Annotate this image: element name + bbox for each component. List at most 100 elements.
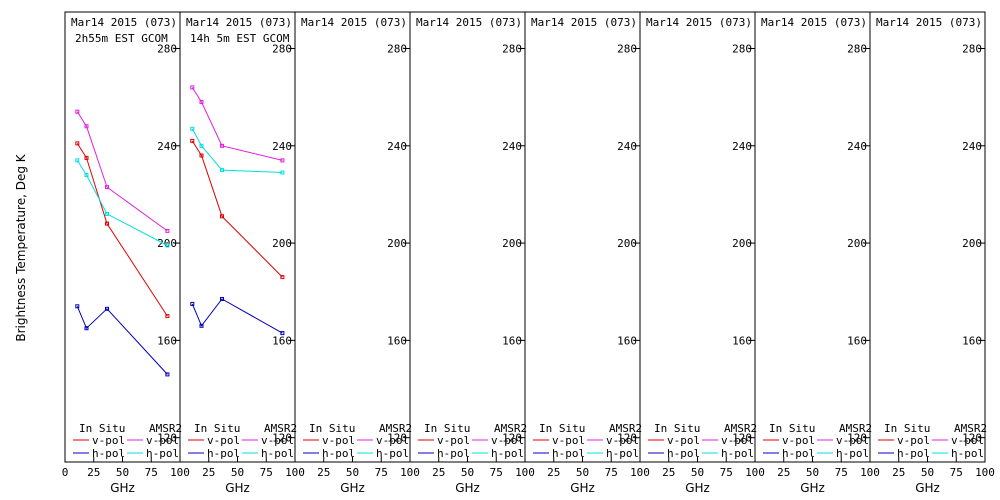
data-point <box>105 211 109 216</box>
series-line <box>76 160 168 246</box>
x-tick-label: 75 <box>375 466 388 479</box>
legend-amsr2-vpol: v-pol <box>146 434 179 447</box>
data-point <box>165 372 170 377</box>
panel-title: Mar14 2015 (073) <box>416 16 522 29</box>
series-line <box>191 298 283 334</box>
y-tick-label: 280 <box>157 42 177 55</box>
panel-7: Mar14 2015 (073) 120 160 200 240 280 25 50 75 100… <box>754 11 880 495</box>
y-tick-label: 280 <box>502 42 522 55</box>
y-axis-label: Brightness Temperature, Deg K <box>14 153 28 341</box>
y-tick-label: 240 <box>502 140 522 153</box>
x-tick-label: 25 <box>317 466 330 479</box>
series-line <box>76 306 168 375</box>
y-tick-label: 160 <box>617 334 637 347</box>
panel-2: Mar14 2015 (073) 14h 5m EST GCOM 120 160 200… <box>179 11 305 495</box>
data-point <box>84 155 89 160</box>
legend-insitu-vpol: v-pol <box>897 434 930 447</box>
data-point <box>220 168 224 173</box>
data-point <box>220 214 224 219</box>
x-tick-label: 50 <box>116 466 129 479</box>
legend-amsr2-hpol: h-pol <box>491 447 524 460</box>
legend-amsr2-vpol: v-pol <box>721 434 754 447</box>
data-point <box>105 185 109 190</box>
data-point <box>75 158 80 163</box>
x-tick-label: 0 <box>62 466 69 479</box>
y-tick-label: 200 <box>272 237 292 250</box>
y-tick-label: 120 <box>272 432 292 445</box>
legend-insitu-vpol: v-pol <box>322 434 355 447</box>
legend-amsr2-hpol: h-pol <box>376 447 409 460</box>
panel-5: Mar14 2015 (073) 120 160 200 240 280 25 50 75 100… <box>524 11 650 495</box>
panel-title: Mar14 2015 (073) <box>646 16 752 29</box>
y-tick-label: 120 <box>502 432 522 445</box>
y-tick-label: 120 <box>617 432 637 445</box>
x-tick-label: 50 <box>461 466 474 479</box>
x-tick-label: 75 <box>260 466 273 479</box>
data-point <box>105 306 109 311</box>
x-tick-label: 50 <box>691 466 704 479</box>
y-tick-label: 240 <box>157 140 177 153</box>
data-point <box>75 141 80 146</box>
x-tick-label: 25 <box>547 466 560 479</box>
legend-insitu-label: In Situ <box>424 422 470 435</box>
panel-4: Mar14 2015 (073) 120 160 200 240 280 25 50 75 100… <box>409 11 535 495</box>
legend-amsr2-vpol: v-pol <box>606 434 639 447</box>
legend-insitu-label: In Situ <box>769 422 815 435</box>
legend-insitu-vpol: v-pol <box>92 434 125 447</box>
y-tick-label: 200 <box>387 237 407 250</box>
legend-amsr2-hpol: h-pol <box>836 447 869 460</box>
y-tick-label: 280 <box>272 42 292 55</box>
x-axis-label: GHz <box>570 481 595 495</box>
legend-amsr2-vpol: v-pol <box>376 434 409 447</box>
panel-8: Mar14 2015 (073) 120 160 200 240 280 25 50 75 100… <box>869 11 995 495</box>
legend-amsr2-hpol: h-pol <box>721 447 754 460</box>
data-point <box>280 158 285 163</box>
legend-amsr2-label: AMSR2 <box>149 422 182 435</box>
y-tick-label: 240 <box>847 140 867 153</box>
x-tick-label: 75 <box>605 466 618 479</box>
y-tick-label: 200 <box>732 237 752 250</box>
legend-insitu-label: In Situ <box>539 422 585 435</box>
y-tick-label: 280 <box>387 42 407 55</box>
panel-title: Mar14 2015 (073) <box>761 16 867 29</box>
data-point <box>165 228 170 233</box>
legend-amsr2-vpol: v-pol <box>836 434 869 447</box>
data-point <box>280 331 285 336</box>
legend-amsr2-hpol: h-pol <box>606 447 639 460</box>
y-tick-label: 280 <box>732 42 752 55</box>
legend-amsr2-hpol: h-pol <box>261 447 294 460</box>
data-point <box>75 304 80 309</box>
data-point <box>199 153 204 158</box>
legend-amsr2-label: AMSR2 <box>954 422 987 435</box>
x-tick-label: 100 <box>285 466 305 479</box>
x-axis-label: GHz <box>685 481 710 495</box>
legend-insitu-hpol: h-pol <box>667 447 700 460</box>
series-line <box>191 87 283 161</box>
y-tick-label: 160 <box>962 334 982 347</box>
x-tick-label: 25 <box>432 466 445 479</box>
data-point <box>199 143 204 148</box>
x-tick-label: 75 <box>145 466 158 479</box>
x-tick-label: 100 <box>860 466 880 479</box>
x-axis-label: GHz <box>455 481 480 495</box>
x-tick-label: 50 <box>346 466 359 479</box>
panels: Mar14 2015 (073) 2h55m EST GCOM 120 160 200 2… <box>62 11 995 495</box>
data-point <box>190 138 195 143</box>
series-line <box>76 143 168 317</box>
y-tick-label: 120 <box>847 432 867 445</box>
legend-insitu-label: In Situ <box>654 422 700 435</box>
panel-title: Mar14 2015 (073) <box>876 16 982 29</box>
legend-insitu-hpol: h-pol <box>552 447 585 460</box>
series-line <box>191 140 283 278</box>
data-point <box>199 100 204 104</box>
y-tick-label: 200 <box>502 237 522 250</box>
legend-insitu-hpol: h-pol <box>92 447 125 460</box>
data-point <box>84 326 89 331</box>
x-tick-label: 100 <box>170 466 190 479</box>
data-point <box>84 173 89 177</box>
x-axis-label: GHz <box>225 481 250 495</box>
x-tick-label: 100 <box>975 466 995 479</box>
y-tick-label: 240 <box>962 140 982 153</box>
legend-insitu-label: In Situ <box>309 422 355 435</box>
x-tick-label: 50 <box>231 466 244 479</box>
